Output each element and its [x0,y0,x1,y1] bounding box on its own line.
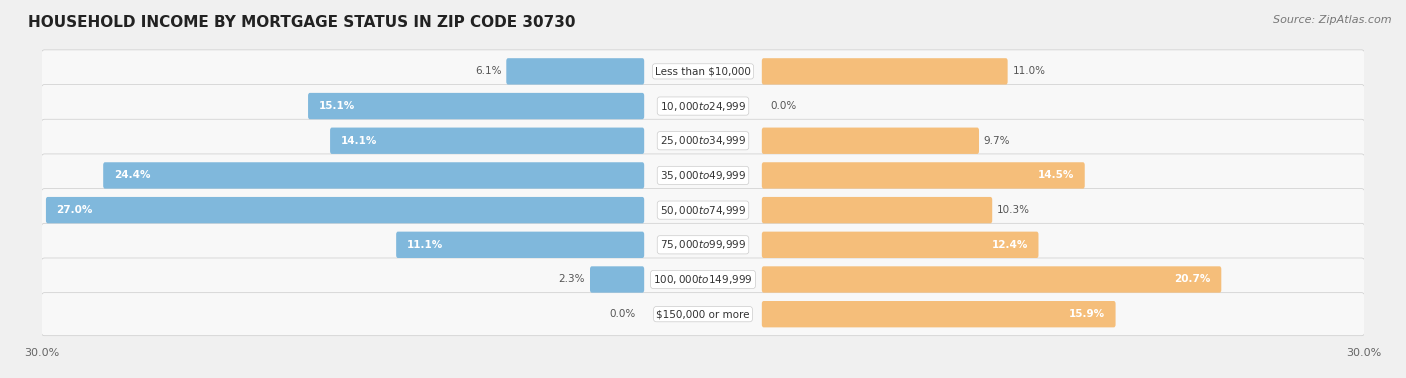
FancyBboxPatch shape [308,93,644,119]
Text: $50,000 to $74,999: $50,000 to $74,999 [659,204,747,217]
FancyBboxPatch shape [41,189,1365,232]
Text: 14.1%: 14.1% [340,136,377,146]
Text: $35,000 to $49,999: $35,000 to $49,999 [659,169,747,182]
Text: $100,000 to $149,999: $100,000 to $149,999 [654,273,752,286]
Text: 15.9%: 15.9% [1069,309,1105,319]
Text: 12.4%: 12.4% [991,240,1028,250]
FancyBboxPatch shape [41,50,1365,93]
FancyBboxPatch shape [762,197,993,223]
FancyBboxPatch shape [103,162,644,189]
Text: $75,000 to $99,999: $75,000 to $99,999 [659,238,747,251]
Text: $25,000 to $34,999: $25,000 to $34,999 [659,134,747,147]
FancyBboxPatch shape [762,127,979,154]
FancyBboxPatch shape [762,58,1008,85]
Text: 14.5%: 14.5% [1038,170,1074,180]
Text: 0.0%: 0.0% [770,101,796,111]
FancyBboxPatch shape [46,197,644,223]
Text: $150,000 or more: $150,000 or more [657,309,749,319]
Text: 20.7%: 20.7% [1174,274,1211,285]
FancyBboxPatch shape [591,266,644,293]
FancyBboxPatch shape [762,162,1085,189]
Text: 27.0%: 27.0% [56,205,93,215]
Text: 11.0%: 11.0% [1012,67,1046,76]
FancyBboxPatch shape [41,85,1365,127]
Text: 24.4%: 24.4% [114,170,150,180]
FancyBboxPatch shape [41,223,1365,266]
FancyBboxPatch shape [41,119,1365,162]
Text: 2.3%: 2.3% [558,274,585,285]
FancyBboxPatch shape [41,258,1365,301]
FancyBboxPatch shape [762,266,1222,293]
FancyBboxPatch shape [330,127,644,154]
FancyBboxPatch shape [762,232,1039,258]
FancyBboxPatch shape [506,58,644,85]
Text: 11.1%: 11.1% [406,240,443,250]
FancyBboxPatch shape [41,293,1365,336]
Text: 6.1%: 6.1% [475,67,502,76]
Text: 15.1%: 15.1% [319,101,354,111]
Text: $10,000 to $24,999: $10,000 to $24,999 [659,99,747,113]
FancyBboxPatch shape [41,154,1365,197]
Text: Source: ZipAtlas.com: Source: ZipAtlas.com [1274,15,1392,25]
Text: 0.0%: 0.0% [610,309,636,319]
Text: HOUSEHOLD INCOME BY MORTGAGE STATUS IN ZIP CODE 30730: HOUSEHOLD INCOME BY MORTGAGE STATUS IN Z… [28,15,575,30]
FancyBboxPatch shape [762,301,1115,327]
Text: Less than $10,000: Less than $10,000 [655,67,751,76]
FancyBboxPatch shape [396,232,644,258]
Text: 10.3%: 10.3% [997,205,1031,215]
Text: 9.7%: 9.7% [984,136,1011,146]
